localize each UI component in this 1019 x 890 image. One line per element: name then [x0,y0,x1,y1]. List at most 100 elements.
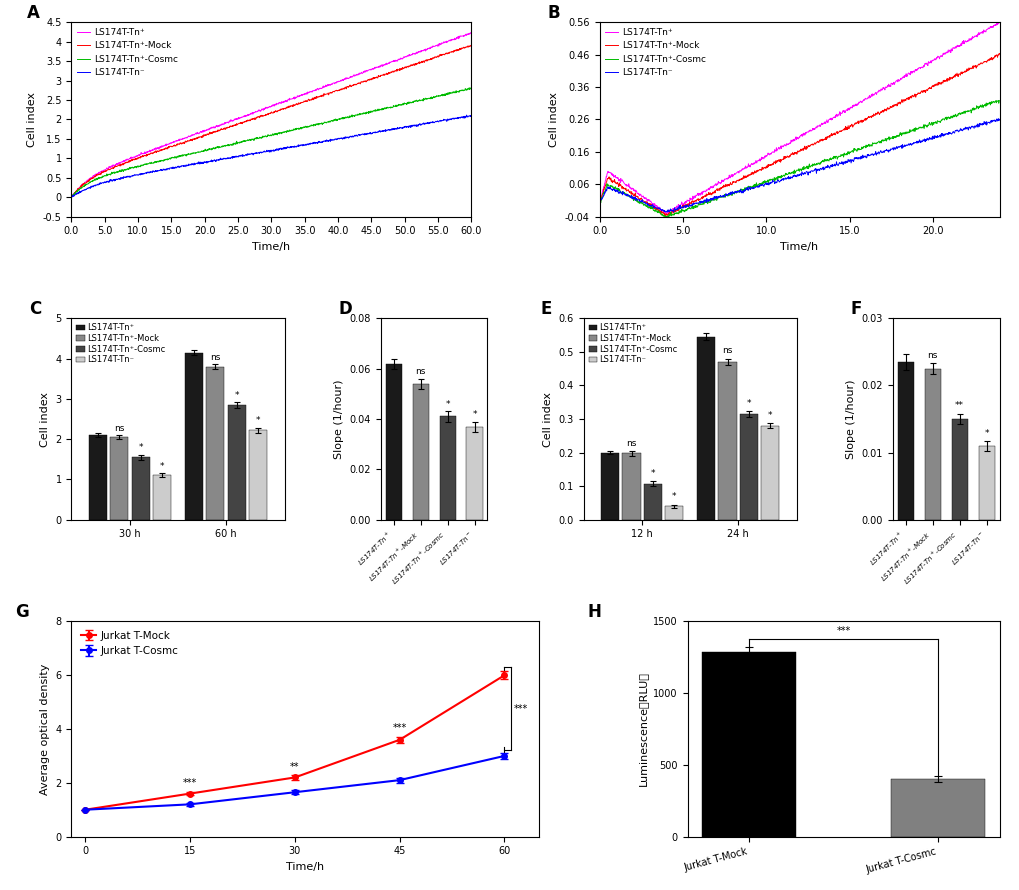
LS174T-Tn⁺-Mock [65,191,77,202]
Legend: LS174T-Tn⁺, LS174T-Tn⁺-Mock, LS174T-Tn⁺-Cosmc, LS174T-Tn⁻: LS174T-Tn⁺, LS174T-Tn⁺-Mock, LS174T-Tn⁺-… [75,27,178,78]
Bar [890,780,984,837]
LS174T-Tn⁺-Cosmc [463,83,475,93]
LS174T-Tn⁺-Mock [593,198,605,209]
Bar [206,367,224,520]
Bar [622,453,640,520]
LS174T-Tn⁺-Cosmc [200,145,212,156]
Bar [897,362,913,520]
Text: ns: ns [114,424,124,433]
LS174T-Tn⁺ [118,155,130,166]
LS174T-Tn⁺-Mock [283,101,296,112]
Bar [131,457,150,520]
Bar [89,435,107,520]
Line: LS174T-Tn⁺-Mock: LS174T-Tn⁺-Mock [71,45,471,197]
Y-axis label: Cell index: Cell index [40,392,50,447]
LS174T-Tn⁺-Mock [200,130,212,141]
Text: E: E [540,300,551,319]
Bar [184,352,203,520]
LS174T-Tn⁺ [612,175,625,186]
LS174T-Tn⁻ [979,117,991,127]
LS174T-Tn⁻ [132,170,145,181]
Text: ***: *** [182,779,197,789]
LS174T-Tn⁻ [238,150,251,161]
LS174T-Tn⁺-Mock [979,56,991,67]
Y-axis label: Cell index: Cell index [549,92,558,147]
Text: **: ** [289,762,300,772]
Text: G: G [15,603,29,621]
Bar [110,437,128,520]
LS174T-Tn⁺-Mock [973,59,985,69]
LS174T-Tn⁻ [460,109,472,120]
Bar [951,419,967,520]
LS174T-Tn⁺ [759,150,771,161]
LS174T-Tn⁺-Cosmc [991,95,1004,106]
Text: C: C [29,300,41,319]
Text: *: * [256,417,260,425]
LS174T-Tn⁻ [993,115,1005,125]
LS174T-Tn⁺-Cosmc [759,176,771,187]
Line: LS174T-Tn⁺-Cosmc: LS174T-Tn⁺-Cosmc [599,101,999,218]
Y-axis label: Cell index: Cell index [28,92,38,147]
LS174T-Tn⁻ [991,113,1004,124]
LS174T-Tn⁺ [238,111,251,122]
Bar [439,417,455,520]
Legend: LS174T-Tn⁺, LS174T-Tn⁺-Mock, LS174T-Tn⁺-Cosmc, LS174T-Tn⁻: LS174T-Tn⁺, LS174T-Tn⁺-Mock, LS174T-Tn⁺-… [75,322,166,365]
LS174T-Tn⁺-Cosmc [118,164,130,174]
X-axis label: Time/h: Time/h [780,242,818,252]
Text: ns: ns [926,351,937,360]
Legend: Jurkat T-Mock, Jurkat T-Cosmc: Jurkat T-Mock, Jurkat T-Cosmc [76,627,182,660]
Text: *: * [234,391,238,400]
Line: LS174T-Tn⁺: LS174T-Tn⁺ [599,21,999,214]
Text: *: * [672,492,676,501]
LS174T-Tn⁻ [593,198,605,208]
LS174T-Tn⁺-Mock [132,152,145,163]
LS174T-Tn⁻ [200,158,212,168]
LS174T-Tn⁺ [132,150,145,160]
LS174T-Tn⁺-Mock [828,128,841,139]
LS174T-Tn⁺-Mock [275,104,287,115]
LS174T-Tn⁺-Mock [612,182,625,192]
Text: *: * [983,429,988,438]
Bar [696,336,714,520]
Bar [701,651,796,837]
Bar [977,446,994,520]
LS174T-Tn⁻ [667,204,680,214]
LS174T-Tn⁺ [65,191,77,202]
LS174T-Tn⁺-Cosmc [465,83,477,93]
Text: ***: *** [392,724,407,733]
Line: LS174T-Tn⁻: LS174T-Tn⁻ [71,115,471,198]
Text: ns: ns [415,368,426,376]
Bar [600,452,619,520]
LS174T-Tn⁺-Cosmc [238,136,251,147]
LS174T-Tn⁺-Mock [667,204,680,214]
LS174T-Tn⁺ [993,16,1005,27]
Bar [413,384,428,520]
Text: *: * [650,469,654,478]
LS174T-Tn⁺-Mock [118,158,130,168]
Text: ns: ns [721,346,732,355]
LS174T-Tn⁺ [667,206,680,216]
LS174T-Tn⁻ [465,109,477,120]
Bar [739,414,757,520]
LS174T-Tn⁺ [979,25,991,36]
Y-axis label: Average optical density: Average optical density [40,663,50,795]
Bar [249,430,267,520]
LS174T-Tn⁺-Mock [993,49,1005,60]
Line: LS174T-Tn⁺-Cosmc: LS174T-Tn⁺-Cosmc [71,88,471,198]
LS174T-Tn⁺-Cosmc [275,128,287,139]
LS174T-Tn⁺-Cosmc [993,95,1005,106]
LS174T-Tn⁻ [118,172,130,182]
LS174T-Tn⁻ [275,144,287,155]
Text: A: A [28,4,40,22]
LS174T-Tn⁻ [660,206,673,217]
LS174T-Tn⁺-Cosmc [283,125,296,136]
Bar [227,405,246,520]
Text: H: H [587,603,601,621]
LS174T-Tn⁻ [759,178,771,189]
LS174T-Tn⁻ [65,192,77,203]
Bar [153,475,171,520]
Text: ns: ns [626,439,636,448]
Text: ns: ns [210,352,220,362]
Legend: LS174T-Tn⁺, LS174T-Tn⁺-Mock, LS174T-Tn⁺-Cosmc, LS174T-Tn⁻: LS174T-Tn⁺, LS174T-Tn⁺-Mock, LS174T-Tn⁺-… [587,322,678,365]
Bar [385,364,401,520]
